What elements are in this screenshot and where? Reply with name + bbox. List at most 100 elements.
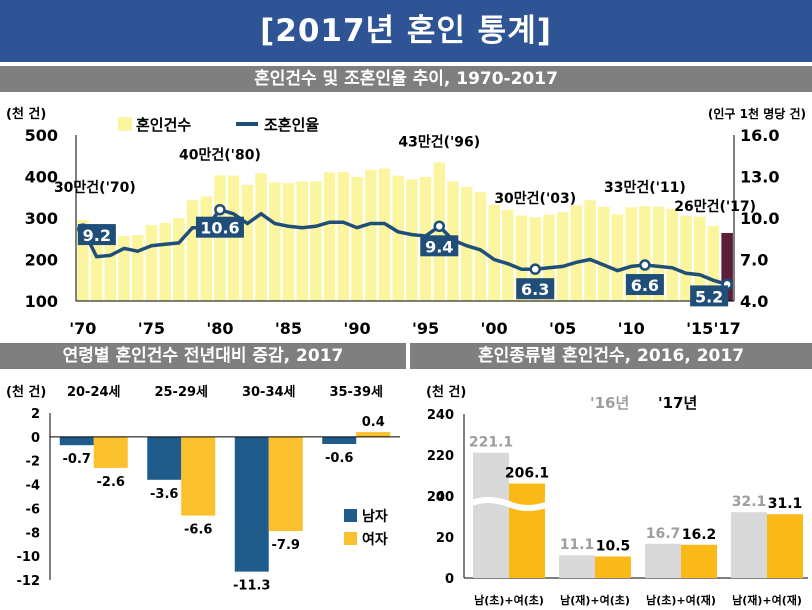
bar-marriages-2008	[598, 206, 610, 301]
count-annotation-1996: 43만건('96)	[398, 133, 480, 150]
bar-marriages-2009	[611, 214, 624, 301]
rate-label-1996: 9.4	[425, 237, 453, 256]
left-tick-200: 200	[25, 251, 58, 270]
value-label-'16년-남(초)+여(재): 16.7	[646, 526, 681, 542]
count-annotation-1970: 30만건('70)	[54, 179, 136, 196]
bar-marriages-2000	[488, 204, 500, 301]
rate-label-box-2011	[625, 274, 664, 296]
trend-chart-title: 혼인건수 및 조혼인율 추이, 1970-2017	[0, 66, 812, 92]
y-tick-220: 220	[427, 449, 454, 464]
rate-marker-2003	[529, 263, 541, 275]
bar-marriages-1976	[159, 222, 171, 301]
value-label-여자-25-29세: -6.6	[184, 523, 212, 538]
page-title: [2017년 혼인 통계]	[0, 0, 812, 62]
rate-label-2017: 5.2	[695, 287, 723, 306]
bar-marriages-1993	[392, 175, 404, 301]
value-label-'17년-남(재)+여(초): 10.5	[596, 538, 631, 554]
legend-label-여자: 여자	[362, 531, 388, 548]
bar-marriages-1977	[173, 218, 185, 301]
value-label-여자-30-34세: -7.9	[272, 538, 300, 553]
rate-label-2011: 6.6	[631, 276, 659, 295]
axis-unit: (천 건)	[426, 384, 466, 400]
bar-여자-35-39세	[356, 432, 391, 437]
rate-marker-1996	[433, 220, 446, 233]
bar-marriages-1973	[118, 235, 130, 301]
bar-marriages-1986	[296, 181, 308, 301]
right-axis-unit: (인구 1천 명당 건)	[708, 106, 806, 121]
bar-남자-30-34세	[234, 436, 269, 572]
bar-marriages-1983	[255, 173, 267, 301]
trend-chart: (천 건) (인구 1천 명당 건) 혼인건수 조혼인율 100 200 300 400 500…	[6, 106, 806, 338]
rate-marker-2011	[639, 259, 651, 271]
bar-'17년-남(초)+여(초)	[509, 483, 545, 578]
bar-'17년-남(초)+여(재)	[681, 544, 717, 578]
category-label-0: 남(초)+여(초)	[474, 593, 544, 607]
rate-label-1970: 9.2	[83, 226, 111, 245]
x-tick-'10: '10	[618, 319, 645, 338]
rate-label-box-1980	[195, 216, 244, 238]
value-label-'17년-남(초)+여(초): 206.1	[505, 465, 549, 481]
bar-'16년-남(초)+여(재)	[645, 543, 681, 578]
legend-label-2016: '16년	[590, 394, 629, 412]
bar-marriages-1971	[90, 244, 103, 301]
bar-marriages-2010	[625, 207, 637, 301]
bar-여자-20-24세	[93, 436, 128, 468]
x-tick-'70: '70	[69, 319, 96, 338]
age-group-label-35-39세: 35-39세	[329, 385, 383, 400]
count-annotation-2011: 33만건('11)	[604, 179, 686, 196]
bar-marriages-2015	[693, 216, 706, 301]
bar-marriages-1982	[241, 184, 254, 301]
value-label-남자-30-34세: -11.3	[233, 579, 270, 594]
bar-marriages-1974	[131, 235, 144, 301]
right-tick-7.0: 7.0	[740, 251, 768, 270]
rate-label-box-2003	[516, 278, 555, 300]
bar-marriages-2012	[652, 206, 665, 301]
legend-label-rate: 조혼인율	[264, 116, 319, 134]
count-annotation-1980: 40만건('80)	[179, 146, 261, 163]
bar-marriages-1990	[351, 176, 363, 301]
x-tick-'85: '85	[275, 319, 302, 338]
bar-marriages-2004	[543, 214, 555, 301]
type-chart-title: 혼인종류별 혼인건수, 2016, 2017	[410, 343, 812, 369]
bar-marriages-2011	[639, 205, 651, 301]
bar-marriages-1991	[364, 169, 377, 301]
value-label-여자-20-24세: -2.6	[97, 475, 125, 490]
bar-marriages-1984	[269, 182, 281, 301]
value-label-남자-20-24세: -0.7	[63, 452, 91, 467]
count-annotation-2017: 26만건('17)	[674, 198, 756, 215]
y-tick-40: 40	[436, 490, 454, 505]
y-tick-2: 2	[31, 407, 40, 422]
bar-marriages-2016	[707, 225, 720, 301]
value-label-'16년-남(재)+여(초): 11.1	[560, 537, 595, 553]
bar-marriages-1985	[282, 183, 295, 301]
y-tick-20: 20	[436, 531, 454, 546]
bar-marriages-2007	[584, 200, 596, 301]
y-tick-240: 240	[427, 408, 454, 423]
bar-marriages-1980	[214, 175, 226, 301]
rate-marker-1980	[214, 203, 226, 216]
value-label-여자-35-39세: 0.4	[362, 415, 385, 430]
age-chart-title: 연령별 혼인건수 전년대비 증감, 2017	[0, 343, 406, 369]
bar-marriages-2006	[570, 205, 583, 301]
right-tick-16.0: 16.0	[740, 126, 779, 145]
rate-label-2003: 6.3	[521, 280, 549, 299]
count-annotation-2003: 30만건('03)	[494, 190, 576, 207]
rate-label-1980: 10.6	[200, 219, 239, 238]
y-tick--8: -8	[26, 526, 40, 541]
bar-'16년-남(재)+여(재)	[731, 512, 767, 578]
left-axis-unit: (천 건)	[6, 106, 46, 122]
y-tick-0: 0	[445, 572, 454, 587]
right-tick-4.0: 4.0	[740, 292, 768, 311]
legend-swatch-count	[118, 117, 132, 131]
value-label-'17년-남(재)+여(재): 31.1	[768, 496, 803, 512]
x-tick-'00: '00	[481, 319, 508, 338]
age-group-label-30-34세: 30-34세	[242, 385, 296, 400]
left-tick-400: 400	[25, 168, 58, 187]
x-tick-'90: '90	[343, 319, 370, 338]
bar-'17년-남(재)+여(초)	[595, 556, 631, 578]
y-tick--12: -12	[17, 574, 41, 589]
bar-marriages-2014	[680, 215, 692, 301]
category-label-3: 남(재)+여(재)	[732, 593, 802, 607]
bar-여자-30-34세	[268, 436, 303, 532]
